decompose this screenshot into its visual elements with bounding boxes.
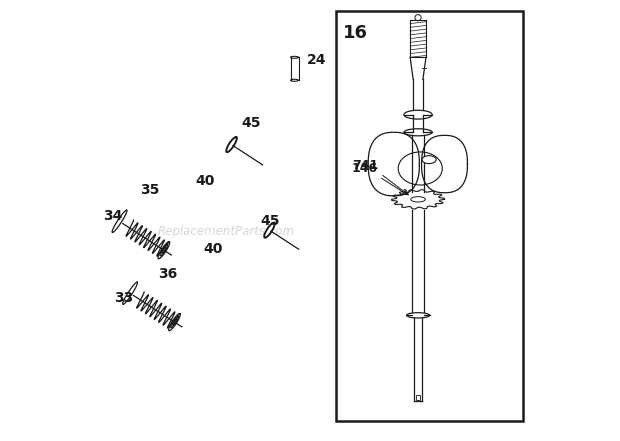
Bar [335, 11, 523, 421]
Text: 33: 33 [113, 291, 133, 305]
Text: 741: 741 [352, 159, 378, 172]
Text: 40: 40 [203, 242, 223, 256]
Bar [416, 395, 420, 400]
Text: 40: 40 [195, 174, 215, 188]
Text: 35: 35 [140, 183, 159, 197]
Polygon shape [368, 132, 419, 196]
Text: ReplacementParts.com: ReplacementParts.com [157, 225, 294, 238]
Ellipse shape [404, 110, 432, 119]
Text: 45: 45 [260, 214, 280, 228]
Polygon shape [392, 190, 445, 209]
Text: 24: 24 [306, 53, 326, 67]
Text: 36: 36 [158, 267, 177, 281]
Ellipse shape [411, 197, 425, 202]
Text: 16: 16 [343, 24, 368, 42]
Text: 45: 45 [242, 116, 261, 131]
Polygon shape [422, 135, 467, 193]
Ellipse shape [422, 156, 436, 164]
Ellipse shape [407, 313, 430, 318]
Polygon shape [226, 137, 237, 152]
Text: 34: 34 [103, 209, 122, 223]
Polygon shape [264, 223, 275, 238]
Ellipse shape [404, 129, 432, 136]
Text: 146: 146 [352, 162, 378, 175]
